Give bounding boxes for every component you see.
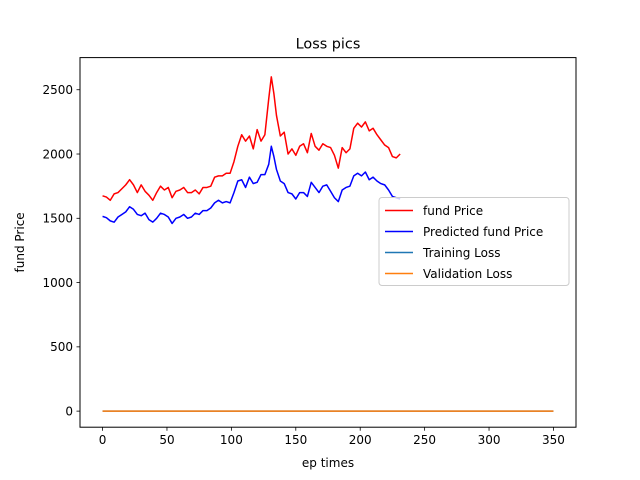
y-tick-label: 2000 [42,147,73,161]
y-tick-label: 0 [65,404,73,418]
x-tick-label: 300 [478,433,501,447]
x-tick-label: 250 [413,433,436,447]
series-line-predicted-fund-price [102,145,401,225]
x-tick-label: 200 [349,433,372,447]
x-axis: 0 50 100 150 200 250 300 350 [99,427,565,447]
legend-label-training-loss: Training Loss [422,246,500,260]
y-tick-label: 500 [50,340,73,354]
legend: fund Price Predicted fund Price Training L… [378,197,570,286]
x-tick-label: 0 [99,433,107,447]
y-tick-label: 1500 [42,212,73,226]
plot-area-frame [79,57,577,428]
y-axis-title: fund Price [13,212,27,272]
x-tick-label: 350 [542,433,565,447]
x-axis-title: ep times [302,456,354,470]
x-tick-label: 50 [159,433,174,447]
x-tick-label: 150 [284,433,307,447]
chart-title: Loss pics [296,37,361,53]
legend-label-predicted-fund-price: Predicted fund Price [423,225,543,239]
series-layer [102,76,554,412]
legend-label-fund-price: fund Price [423,204,483,218]
legend-label-validation-loss: Validation Loss [423,267,512,281]
legend-box [378,197,570,286]
series-line-fund-price [102,76,401,202]
y-tick-label: 1000 [42,276,73,290]
x-tick-label: 100 [220,433,243,447]
y-axis: 0 500 1000 1500 2000 2500 [42,83,80,418]
y-tick-label: 2500 [42,83,73,97]
